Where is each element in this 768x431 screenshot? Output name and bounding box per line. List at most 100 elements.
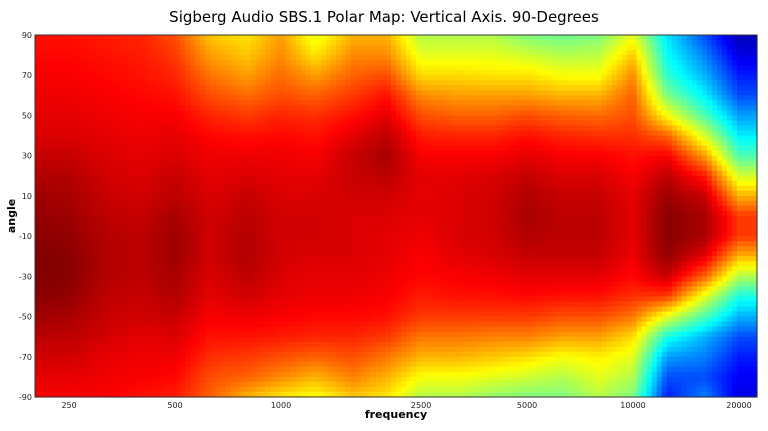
heatmap-cell [676,95,683,101]
heatmap-cell [300,70,307,76]
heatmap-cell [385,35,392,41]
heatmap-cell [536,165,542,172]
heatmap-cell [486,125,492,132]
heatmap-cell [436,90,442,96]
heatmap-cell [100,80,106,86]
heatmap-cell [75,90,81,96]
heatmap-cell [441,40,447,46]
heatmap-cell [531,85,537,91]
heatmap-cell [531,185,537,192]
heatmap-cell [606,145,613,152]
heatmap-cell [95,140,101,147]
heatmap-cell [466,130,472,137]
heatmap-cell [190,195,197,202]
heatmap-cell [426,35,432,41]
heatmap-cell [185,100,192,106]
heatmap-cell [140,100,146,106]
heatmap-cell [280,95,287,101]
heatmap-cell [300,130,307,137]
heatmap-cell [370,160,377,167]
heatmap-cell [145,75,151,81]
heatmap-cell [90,110,96,117]
heatmap-cell [285,90,292,96]
heatmap-cell [130,65,136,71]
heatmap-cell [275,130,282,137]
heatmap-cell [566,80,573,86]
heatmap-cell [416,115,422,122]
heatmap-cell [666,115,673,122]
heatmap-cell [601,175,608,182]
heatmap-cell [270,40,277,46]
heatmap-cell [380,120,387,127]
heatmap-cell [511,35,517,41]
heatmap-cell [526,130,532,137]
heatmap-cell [561,120,568,127]
heatmap-cell [330,70,337,76]
heatmap-cell [421,190,427,197]
heatmap-cell [746,110,753,117]
heatmap-cell [541,125,548,132]
heatmap-cell [471,200,477,207]
heatmap-cell [746,120,753,127]
heatmap-cell [265,100,272,106]
heatmap-cell [556,45,563,51]
heatmap-cell [100,205,106,212]
heatmap-cell [636,35,643,41]
heatmap-cell [250,55,257,61]
heatmap-cell [340,60,347,66]
heatmap-cell [330,160,337,167]
heatmap-cell [626,70,633,76]
heatmap-cell [541,85,548,91]
heatmap-cell [511,45,517,51]
heatmap-cell [375,175,382,182]
heatmap-cell [305,155,312,162]
heatmap-cell [641,115,648,122]
heatmap-cell [380,155,387,162]
heatmap-cell [626,160,633,167]
heatmap-cell [706,35,713,41]
heatmap-cell [746,45,753,51]
heatmap-cell [315,125,322,132]
heatmap-cell [150,185,156,192]
heatmap-cell [456,175,462,182]
heatmap-cell [240,70,247,76]
heatmap-cell [345,150,352,157]
heatmap-cell [436,120,442,127]
heatmap-cell [290,105,297,112]
heatmap-cell [320,155,327,162]
heatmap-cell [280,105,287,112]
heatmap-cell [305,185,312,192]
heatmap-cell [135,200,141,207]
heatmap-cell [706,105,713,112]
heatmap-cell [691,155,698,162]
heatmap-cell [140,125,146,132]
heatmap-cell [666,35,673,41]
heatmap-cell [150,75,156,81]
heatmap-cell [501,165,507,172]
heatmap-cell [571,155,578,162]
heatmap-cell [210,95,217,101]
heatmap-cell [125,110,131,117]
heatmap-cell [531,150,537,157]
heatmap-cell [436,195,442,202]
heatmap-cell [55,190,61,197]
heatmap-cell [100,140,106,147]
heatmap-cell [325,165,332,172]
heatmap-cell [315,180,322,187]
heatmap-cell [70,45,76,51]
heatmap-cell [345,115,352,122]
heatmap-cell [506,45,512,51]
heatmap-cell [210,195,217,202]
heatmap-cell [451,125,457,132]
heatmap-cell [666,95,673,101]
heatmap-cell [150,35,156,41]
heatmap-cell [210,70,217,76]
heatmap-cell [335,190,342,197]
heatmap-cell [95,35,101,41]
heatmap-cell [200,185,207,192]
heatmap-cell [451,80,457,86]
heatmap-cell [711,115,718,122]
heatmap-cell [65,160,71,167]
heatmap-cell [751,135,758,142]
heatmap-cell [265,45,272,51]
